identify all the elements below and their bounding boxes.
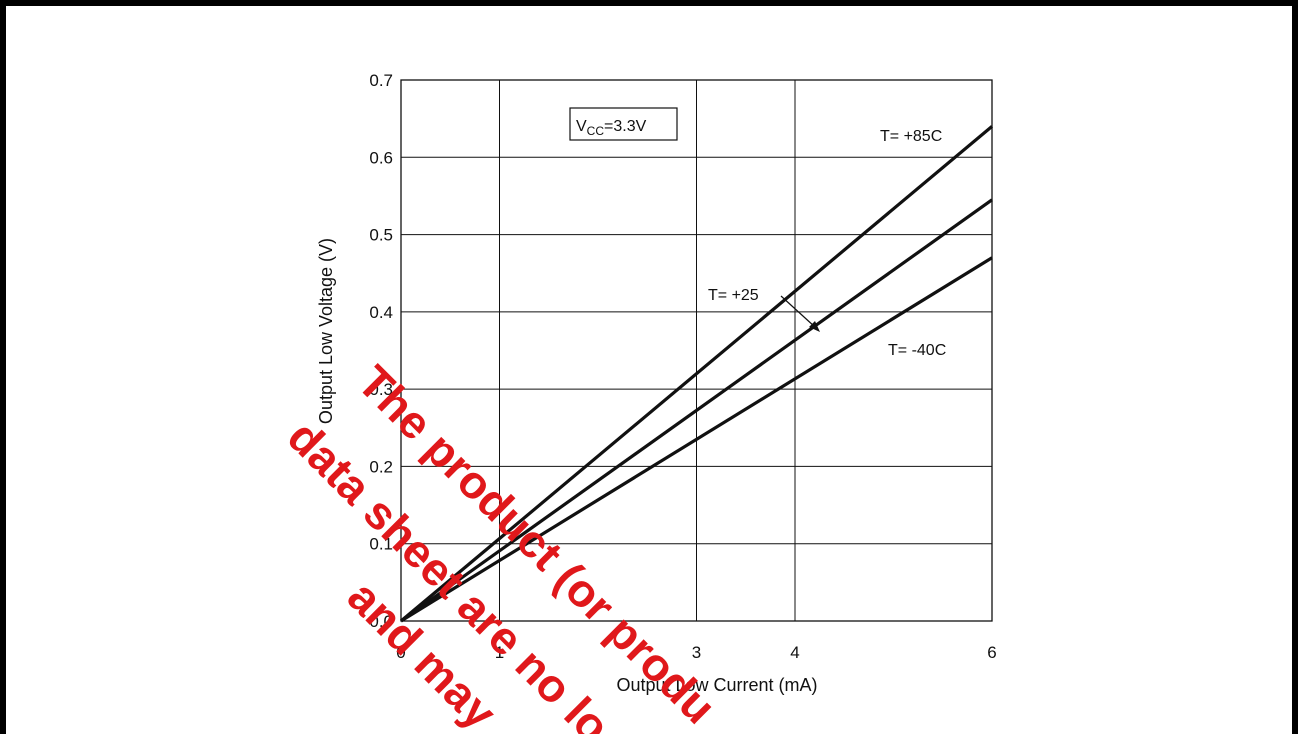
x-tick-label-1: 1	[495, 643, 504, 662]
series-lines	[399, 125, 994, 623]
vcc-v: V	[576, 118, 587, 135]
x-tick-label-0: 0	[396, 643, 405, 662]
vcc-subscript: CC	[587, 124, 605, 138]
series-line-0	[399, 125, 994, 623]
label-t25: T= +25	[708, 287, 759, 304]
y-axis-title: Output Low Voltage (V)	[316, 238, 336, 424]
vcc-condition-box: VCC=3.3V	[569, 107, 678, 141]
y-tick-label-6: 0.6	[369, 148, 393, 167]
y-tick-label-0: 0.0	[369, 612, 393, 631]
vcc-value: =3.3V	[604, 118, 647, 135]
y-tick-label-3: 0.3	[369, 380, 393, 399]
x-axis-title: Output Low Current (mA)	[616, 675, 817, 695]
series-line-1	[400, 198, 993, 623]
label-t85: T= +85C	[880, 128, 942, 145]
series-line-2	[400, 256, 993, 623]
svg-text:VCC=3.3V: VCC=3.3V	[576, 118, 647, 138]
y-tick-label-1: 0.1	[369, 535, 393, 554]
x-tick-label-4: 6	[987, 643, 996, 662]
x-tick-label-3: 4	[790, 643, 799, 662]
y-tick-label-5: 0.5	[369, 226, 393, 245]
watermark: The product (or produ data sheet are no …	[278, 355, 726, 734]
x-tick-label-2: 3	[692, 643, 701, 662]
series-annotations: T= +85C T= +25 T= -40C	[708, 128, 946, 359]
label-t-40: T= -40C	[888, 342, 946, 359]
t25-arrow-head	[809, 321, 820, 332]
axes	[400, 79, 993, 622]
t25-arrow-line	[780, 295, 816, 328]
y-tick-label-4: 0.4	[369, 303, 393, 322]
x-tick-labels: 0 1 3 4 6	[396, 643, 996, 662]
y-tick-label-2: 0.2	[369, 457, 393, 476]
y-tick-labels: 0.0 0.1 0.2 0.3 0.4 0.5 0.6 0.7	[369, 71, 393, 631]
y-tick-label-7: 0.7	[369, 71, 393, 90]
plot-border	[400, 79, 993, 622]
